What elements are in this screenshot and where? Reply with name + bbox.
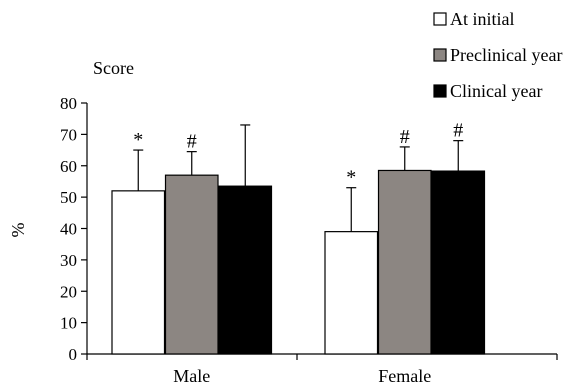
y-tick-label: 50: [60, 188, 77, 207]
y-tick-label: 30: [60, 251, 77, 270]
significance-marker: #: [400, 126, 410, 148]
y-axis-label: %: [8, 223, 28, 238]
chart-title: Score: [93, 58, 134, 78]
bars: * # Male * # # Female: [111, 120, 486, 385]
y-tick-label: 10: [60, 314, 77, 333]
legend: At initial Preclinical year Clinical year: [433, 9, 562, 101]
y-tick-label: 20: [60, 282, 77, 301]
bar: [164, 174, 219, 355]
legend-swatch: [433, 12, 447, 26]
y-tick-label: 80: [60, 94, 77, 113]
y-tick-label: 70: [60, 125, 77, 144]
significance-marker: #: [453, 120, 463, 142]
y-tick-label: 60: [60, 157, 77, 176]
legend-label: Preclinical year: [450, 45, 562, 65]
significance-marker: *: [346, 167, 356, 189]
legend-swatch: [433, 48, 447, 62]
bar: [431, 170, 486, 355]
significance-marker: #: [187, 131, 197, 153]
bar: [111, 190, 166, 355]
y-tick-label: 0: [69, 345, 78, 364]
bar: [377, 169, 432, 355]
y-tick-label: 40: [60, 220, 77, 239]
bar: [324, 231, 379, 355]
axes: 0 10 20 30 40 50 60 70 80: [60, 94, 558, 364]
legend-label: Clinical year: [450, 81, 542, 101]
legend-swatch: [433, 84, 447, 98]
x-category-label: Female: [378, 366, 431, 385]
bar: [218, 185, 273, 355]
significance-marker: *: [133, 129, 143, 151]
x-category-label: Male: [173, 366, 210, 385]
legend-label: At initial: [450, 9, 515, 29]
